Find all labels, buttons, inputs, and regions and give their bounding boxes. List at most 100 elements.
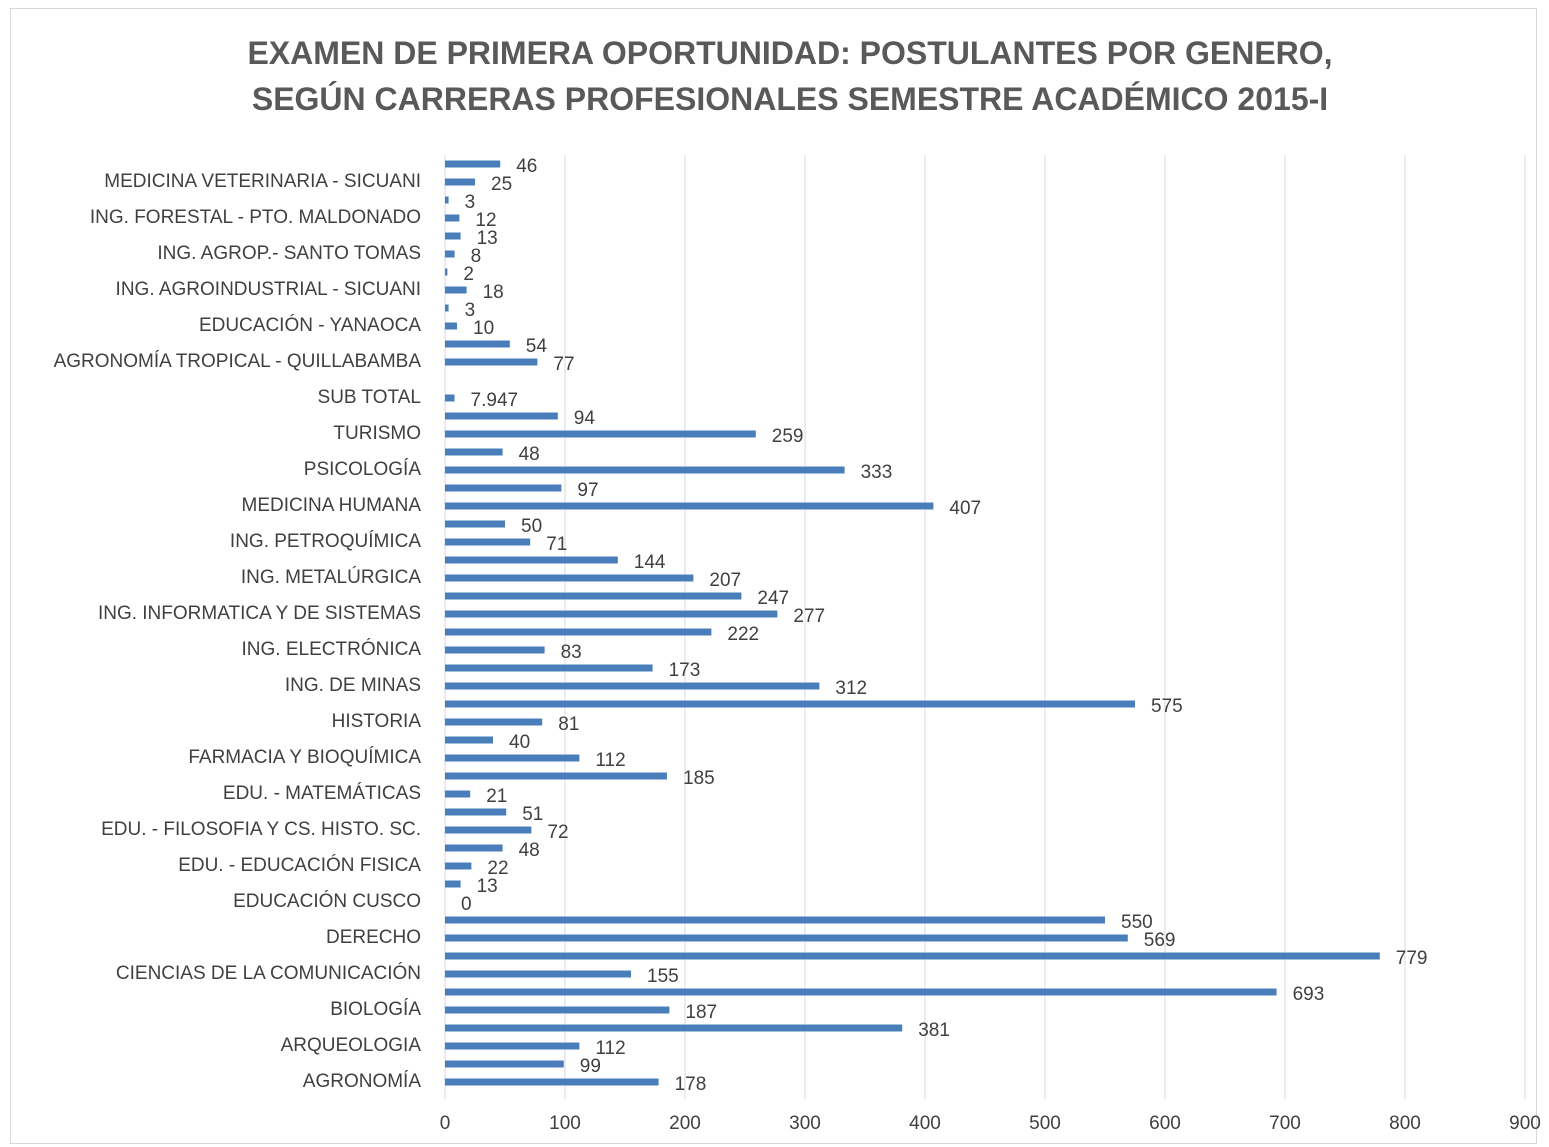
x-tick-label: 500 — [1029, 1113, 1061, 1134]
data-label: 259 — [772, 426, 804, 447]
bar — [445, 430, 756, 438]
data-label: 550 — [1121, 912, 1153, 933]
data-label: 7.947 — [471, 390, 519, 411]
data-label: 81 — [558, 714, 579, 735]
x-tick-label: 200 — [669, 1113, 701, 1134]
bar — [445, 772, 667, 780]
bar — [445, 646, 545, 654]
data-label: 48 — [519, 840, 540, 861]
data-label: 3 — [465, 192, 476, 213]
bar — [445, 592, 742, 600]
data-label: 779 — [1396, 948, 1428, 969]
data-label: 21 — [486, 786, 507, 807]
bar — [445, 1006, 670, 1014]
data-label: 144 — [634, 552, 666, 573]
data-label: 407 — [949, 498, 981, 519]
data-label: 569 — [1144, 930, 1176, 951]
bar — [445, 160, 501, 168]
bar — [445, 250, 455, 258]
data-label: 185 — [683, 768, 715, 789]
bar — [445, 574, 694, 582]
x-tick-label: 0 — [440, 1113, 451, 1134]
bar — [445, 934, 1128, 942]
bar — [445, 754, 580, 762]
data-label: 112 — [595, 1038, 625, 1059]
data-label: 25 — [491, 174, 512, 195]
data-label: 333 — [861, 462, 893, 483]
bar — [445, 988, 1277, 996]
y-tick-label: EDU. - EDUCACIÓN FISICA — [178, 854, 421, 876]
bar — [445, 358, 538, 366]
y-tick-label: BIOLOGÍA — [330, 999, 421, 1020]
bar — [445, 268, 448, 276]
bar — [445, 808, 507, 816]
data-label: 693 — [1293, 984, 1325, 1005]
bar — [445, 1024, 903, 1032]
data-label: 173 — [669, 660, 701, 681]
bar — [445, 322, 457, 330]
bar — [445, 1078, 659, 1086]
bar — [445, 880, 461, 888]
y-tick-label: EDU. - MATEMÁTICAS — [223, 783, 421, 804]
bar — [445, 394, 455, 402]
y-tick-label: ING. FORESTAL - PTO. MALDONADO — [90, 207, 421, 228]
y-tick-label: ARQUEOLOGIA — [281, 1035, 422, 1056]
bar — [445, 412, 558, 420]
y-tick-label: TURISMO — [333, 423, 421, 444]
data-label: 178 — [675, 1074, 707, 1095]
y-tick-label: EDUCACIÓN CUSCO — [233, 890, 421, 912]
data-label: 77 — [553, 354, 574, 375]
bar — [445, 502, 934, 510]
data-label: 575 — [1151, 696, 1183, 717]
bar — [445, 538, 531, 546]
bar — [445, 484, 562, 492]
bar — [445, 448, 503, 456]
data-label: 99 — [580, 1056, 601, 1077]
data-label: 381 — [918, 1020, 950, 1041]
data-label: 54 — [526, 336, 548, 357]
chart-frame — [10, 8, 1537, 1144]
y-tick-label: MEDICINA HUMANA — [242, 495, 422, 516]
data-label: 40 — [509, 732, 530, 753]
x-tick-label: 100 — [549, 1113, 581, 1134]
x-tick-label: 700 — [1269, 1113, 1301, 1134]
bar — [445, 952, 1380, 960]
bar — [445, 214, 460, 222]
data-label: 48 — [519, 444, 540, 465]
y-tick-label: ING. AGROP.- SANTO TOMAS — [157, 243, 421, 264]
bar — [445, 304, 449, 312]
bar — [445, 700, 1135, 708]
data-label: 46 — [516, 156, 537, 177]
y-tick-label: ING. DE MINAS — [285, 675, 421, 696]
bar — [445, 286, 467, 294]
y-tick-label: ING. ELECTRÓNICA — [242, 638, 422, 660]
bar — [445, 1060, 564, 1068]
y-tick-label: ING. PETROQUÍMICA — [230, 531, 421, 552]
data-label: 112 — [595, 750, 625, 771]
y-tick-label: SUB TOTAL — [318, 387, 421, 408]
data-label: 187 — [685, 1002, 717, 1023]
bar — [445, 826, 532, 834]
data-label: 2 — [463, 264, 474, 285]
data-label: 97 — [577, 480, 598, 501]
y-tick-label: AGRONOMÍA — [303, 1071, 422, 1092]
bar — [445, 196, 449, 204]
data-label: 18 — [483, 282, 504, 303]
data-label: 51 — [522, 804, 543, 825]
y-tick-label: MEDICINA VETERINARIA - SICUANI — [104, 171, 421, 192]
y-tick-label: AGRONOMÍA TROPICAL - QUILLABAMBA — [54, 351, 422, 372]
data-label: 247 — [757, 588, 789, 609]
x-tick-label: 400 — [909, 1113, 941, 1134]
bar — [445, 682, 820, 690]
bar — [445, 610, 778, 618]
data-label: 3 — [465, 300, 476, 321]
data-label: 13 — [477, 876, 498, 897]
x-tick-label: 300 — [789, 1113, 821, 1134]
y-tick-label: EDU. - FILOSOFIA Y CS. HISTO. SC. — [101, 819, 421, 840]
bar — [445, 466, 845, 474]
bar — [445, 862, 472, 870]
data-label: 22 — [487, 858, 508, 879]
y-tick-label: FARMACIA Y BIOQUÍMICA — [188, 747, 421, 768]
data-label: 72 — [547, 822, 568, 843]
